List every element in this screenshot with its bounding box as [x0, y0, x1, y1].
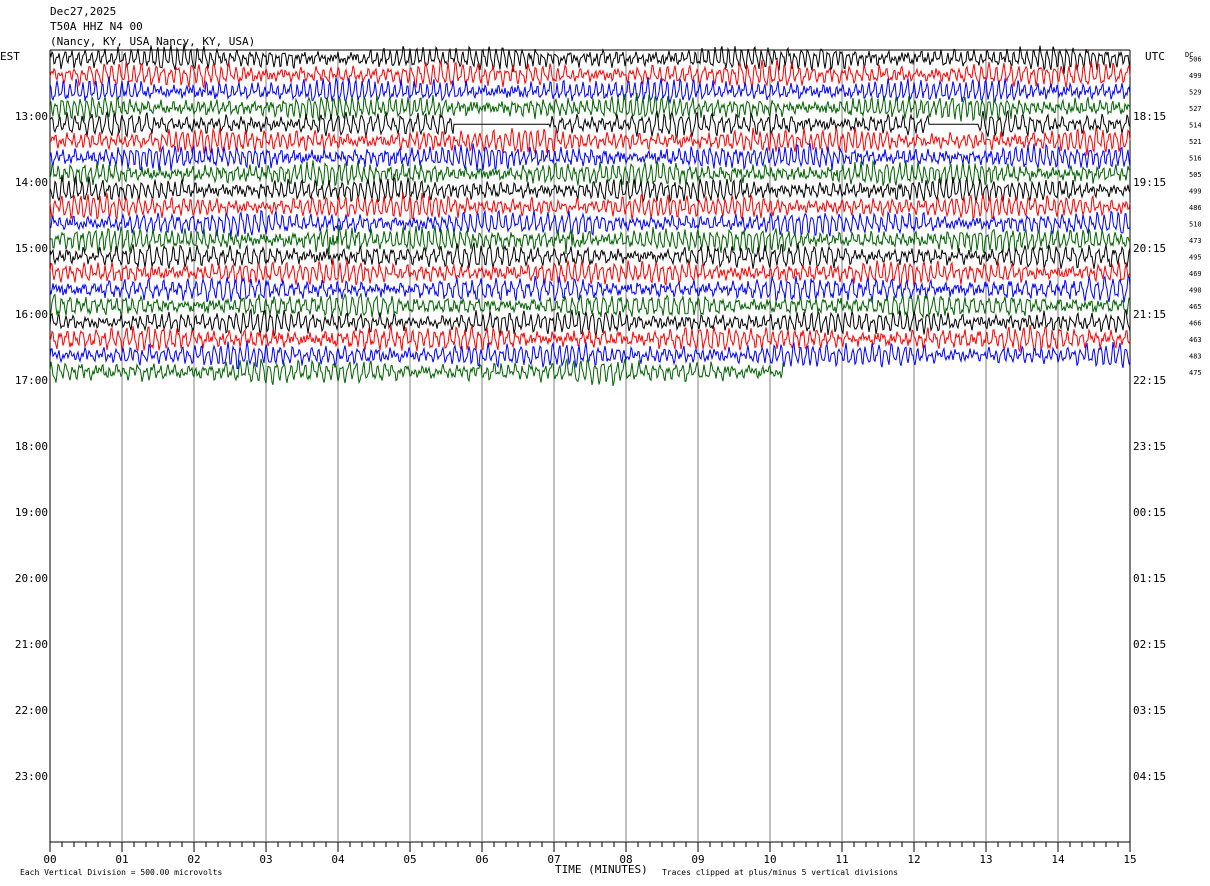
right-timezone-label: UTC [1145, 50, 1165, 63]
local-hour-label: 22:00 [15, 704, 48, 717]
local-hour-label: 14:00 [15, 176, 48, 189]
local-hour-label: 18:00 [15, 440, 48, 453]
x-tick-label: 09 [691, 853, 704, 866]
dc-offset-label: 499 [1189, 187, 1202, 195]
seismic-trace [49, 43, 1131, 74]
grid-layer [49, 49, 1131, 852]
seismic-trace [49, 92, 1131, 122]
utc-hour-label: 23:15 [1133, 440, 1166, 453]
trace-layer [49, 43, 1131, 387]
x-tick-label: 12 [907, 853, 920, 866]
seismic-trace [49, 225, 1131, 255]
scale-note: Each Vertical Division = 500.00 microvol… [20, 868, 222, 877]
dc-offset-label: 490 [1189, 286, 1202, 294]
seismic-trace [49, 159, 1131, 188]
x-tick-label: 02 [187, 853, 200, 866]
x-tick-label: 15 [1123, 853, 1136, 866]
utc-hour-label: 02:15 [1133, 638, 1166, 651]
dc-offset-label: 506 [1189, 55, 1202, 63]
utc-hour-label: 20:15 [1133, 242, 1166, 255]
dc-offset-label: 466 [1189, 319, 1202, 327]
seismic-trace [49, 192, 1131, 221]
local-hour-label: 21:00 [15, 638, 48, 651]
seismic-trace [49, 308, 1131, 338]
local-hour-label: 15:00 [15, 242, 48, 255]
utc-hour-label: 04:15 [1133, 770, 1166, 783]
local-hour-label: 19:00 [15, 506, 48, 519]
seismic-trace [49, 174, 1131, 204]
seismic-trace [49, 209, 1131, 237]
local-hour-label: 16:00 [15, 308, 48, 321]
seismic-trace [49, 59, 1131, 90]
utc-hour-label: 22:15 [1133, 374, 1166, 387]
utc-hour-label: 19:15 [1133, 176, 1166, 189]
x-tick-label: 06 [475, 853, 488, 866]
dc-offset-label: 529 [1189, 88, 1202, 96]
seismic-trace [49, 142, 1131, 171]
dc-offset-label: 475 [1189, 369, 1202, 377]
x-tick-label: 03 [259, 853, 272, 866]
seismic-trace [49, 292, 1131, 319]
seismic-trace [49, 76, 1131, 105]
seismic-trace [49, 109, 1131, 139]
seismic-trace [49, 275, 1131, 303]
x-tick-label: 00 [43, 853, 56, 866]
dc-offset-label: 516 [1189, 154, 1202, 162]
dc-offset-label: 499 [1189, 72, 1202, 80]
station-label: T50A HHZ N4 00 [50, 20, 143, 33]
x-tick-label: 04 [331, 853, 345, 866]
clip-note: Traces clipped at plus/minus 5 vertical … [662, 868, 898, 877]
location-label: (Nancy, KY, USA Nancy, KY, USA) [50, 35, 255, 48]
dc-offset-label: 473 [1189, 237, 1202, 245]
dc-offset-label: 486 [1189, 204, 1202, 212]
dc-offset-label: 483 [1189, 352, 1202, 360]
local-hour-label: 17:00 [15, 374, 48, 387]
x-tick-label: 08 [619, 853, 632, 866]
local-hour-label: 13:00 [15, 110, 48, 123]
x-tick-label: 10 [763, 853, 776, 866]
local-hour-label: 23:00 [15, 770, 48, 783]
x-tick-label: 01 [115, 853, 128, 866]
dc-offset-label: 527 [1189, 105, 1202, 113]
x-tick-label: 13 [979, 853, 992, 866]
dc-column-label: DC [1185, 51, 1193, 59]
dc-offset-label: 469 [1189, 270, 1202, 278]
utc-hour-label: 01:15 [1133, 572, 1166, 585]
x-tick-label: 07 [547, 853, 560, 866]
utc-hour-label: 18:15 [1133, 110, 1166, 123]
seismic-trace [49, 341, 1131, 370]
dc-offset-label: 521 [1189, 138, 1202, 146]
utc-hour-label: 03:15 [1133, 704, 1166, 717]
dc-offset-label: 463 [1189, 336, 1202, 344]
utc-hour-label: 00:15 [1133, 506, 1166, 519]
axis-label-layer: 00 01 02 03 04 05 06 07 08 09 10 11 12 13 14 15 13:00 18:… [15, 55, 1202, 866]
x-tick-label: 14 [1051, 853, 1065, 866]
utc-hour-label: 21:15 [1133, 308, 1166, 321]
seismic-trace [49, 259, 1131, 287]
local-hour-label: 20:00 [15, 572, 48, 585]
seismic-trace [49, 357, 785, 387]
date-label: Dec27,2025 [50, 5, 116, 18]
dc-offset-label: 495 [1189, 253, 1202, 261]
left-timezone-label: EST [0, 50, 20, 63]
seismic-trace [49, 242, 1131, 269]
dc-offset-label: 510 [1189, 220, 1202, 228]
x-tick-label: 05 [403, 853, 416, 866]
seismic-trace [49, 325, 1131, 354]
seismic-trace [49, 126, 1131, 156]
x-tick-label: 11 [835, 853, 848, 866]
dc-offset-label: 505 [1189, 171, 1202, 179]
x-axis-title: TIME (MINUTES) [555, 863, 648, 876]
dc-offset-label: 514 [1189, 121, 1202, 129]
dc-offset-label: 465 [1189, 303, 1202, 311]
